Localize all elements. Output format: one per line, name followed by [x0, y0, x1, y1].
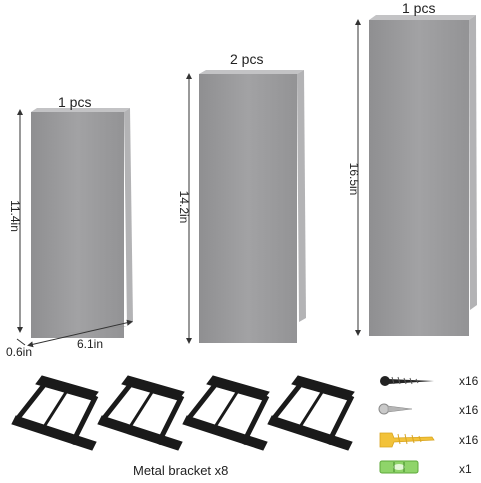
spirit-level-count: x1 [459, 462, 472, 476]
shelf-small-quantity: 1 pcs [58, 94, 92, 110]
bracket-icon [182, 375, 270, 451]
shelf-large-quantity: 1 pcs [402, 0, 436, 16]
short-screw-count: x16 [459, 403, 479, 417]
metal-brackets [11, 375, 355, 451]
shelf-medium [186, 70, 306, 344]
brackets-caption: Metal bracket x8 [133, 463, 229, 478]
shelf-large-height: 16.5in [347, 162, 361, 196]
shelf-medium-quantity: 2 pcs [230, 51, 264, 67]
shelf-large [355, 15, 477, 336]
bracket-icon [11, 375, 99, 451]
shelf-small-depth: 0.6in [6, 345, 33, 359]
spirit-level-icon [379, 460, 419, 474]
shelf-small-height: 11.4in [8, 200, 22, 232]
wood-screw-count: x16 [459, 374, 479, 388]
wall-anchor-count: x16 [459, 433, 479, 447]
wood-screw-icon [380, 376, 434, 386]
bracket-icon [267, 375, 355, 451]
bracket-icon [97, 375, 185, 451]
short-screw-icon [378, 403, 413, 415]
wall-anchor-icon [379, 432, 435, 448]
shelf-small-width: 6.1in [77, 337, 104, 351]
shelf-small [16, 108, 133, 348]
shelf-medium-height: 14.2in [177, 190, 191, 224]
